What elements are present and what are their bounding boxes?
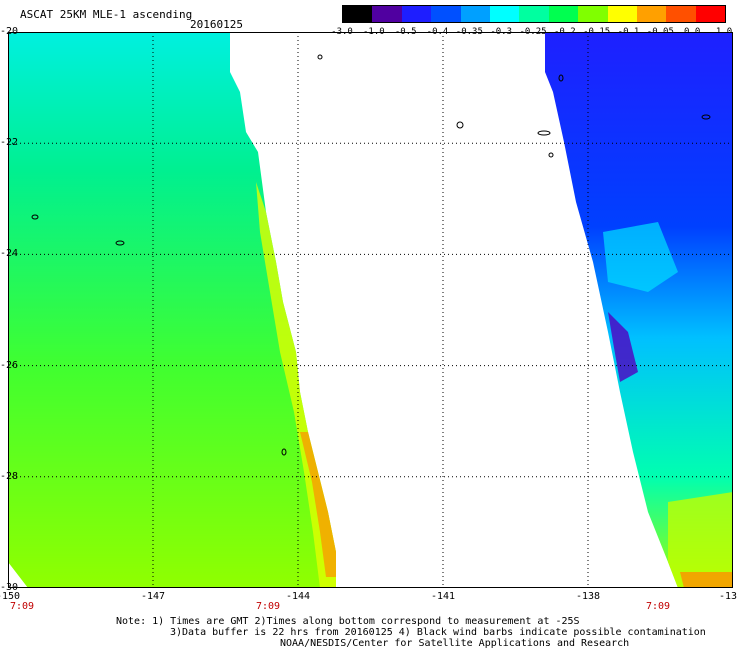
swath-east-yellow	[668, 492, 733, 588]
colorbar-swatch	[401, 6, 432, 22]
longitude-label: -144	[285, 591, 311, 602]
swath-east-orange	[680, 572, 733, 588]
latitude-label: -28	[0, 470, 19, 482]
note-line-3: NOAA/NESDIS/Center for Satellite Applica…	[280, 638, 630, 649]
colorbar-swatch	[695, 6, 726, 22]
colorbar-swatch	[666, 6, 696, 22]
longitude-label: -13	[718, 591, 738, 602]
island-outlines	[31, 54, 711, 456]
latitude-label: -22	[0, 137, 19, 149]
longitude-label: -138	[575, 591, 601, 602]
swath-west	[8, 32, 336, 588]
plot-frame	[8, 32, 733, 588]
latitude-label: -26	[0, 359, 19, 371]
swath-east-dark	[608, 312, 638, 382]
latitude-label: -20	[0, 26, 19, 37]
time-label: 7:09	[255, 601, 281, 612]
colorbar-swatch	[548, 6, 579, 22]
swath-east	[545, 32, 733, 588]
colorbar-swatch	[372, 6, 402, 22]
note-line-2: 3)Data buffer is 22 hrs from 20160125 4)…	[170, 627, 706, 638]
map-date: 20160125	[190, 18, 243, 31]
map-title: ASCAT 25KM MLE-1 ascending	[20, 8, 193, 21]
colorbar-swatch	[460, 6, 490, 22]
time-label: 7:09	[645, 601, 671, 612]
map-plot	[8, 32, 733, 588]
latitude-label: -24	[0, 248, 19, 260]
colorbar-swatch	[489, 6, 520, 22]
colorbar-swatch	[343, 6, 373, 22]
swath-west-orange	[300, 432, 336, 577]
colorbar	[342, 5, 726, 23]
latitude-label: -30	[0, 582, 19, 593]
colorbar-swatch	[578, 6, 608, 22]
grid-lines	[8, 32, 733, 588]
swath-east-cyan	[603, 222, 678, 292]
longitude-label: -147	[140, 591, 166, 602]
colorbar-swatch	[636, 6, 667, 22]
colorbar-swatch	[607, 6, 637, 22]
longitude-label: -141	[430, 591, 456, 602]
note-line-1: Note: 1) Times are GMT 2)Times along bot…	[116, 616, 580, 627]
longitude-label: -150	[0, 591, 21, 602]
colorbar-swatch	[519, 6, 549, 22]
colorbar-swatch	[431, 6, 461, 22]
time-label: 7:09	[9, 601, 35, 612]
